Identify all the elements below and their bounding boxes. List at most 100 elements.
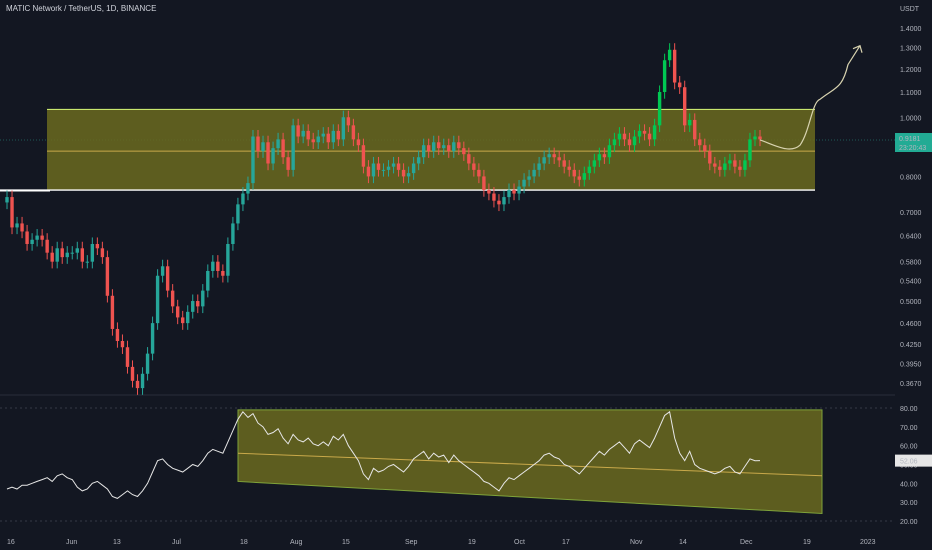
time-tick: 14 <box>679 539 687 546</box>
candle <box>693 119 697 140</box>
candle <box>75 248 79 253</box>
candle <box>457 142 461 149</box>
price-tick: 1.0000 <box>900 115 922 122</box>
time-tick: 17 <box>562 539 570 546</box>
candle <box>527 176 531 180</box>
time-tick: 19 <box>468 539 476 546</box>
candle <box>266 142 270 164</box>
candle <box>135 380 140 389</box>
candle <box>50 252 54 262</box>
candle <box>366 166 371 177</box>
candle <box>713 163 717 167</box>
candle <box>416 157 421 164</box>
candle <box>170 290 175 307</box>
candle <box>145 353 150 374</box>
candle <box>70 252 74 254</box>
candle <box>703 145 707 152</box>
candle <box>110 295 115 329</box>
candle <box>542 157 546 164</box>
price-tick: 0.4600 <box>900 321 922 328</box>
candle <box>20 223 24 232</box>
candle <box>55 248 59 262</box>
rsi-tick: 30.00 <box>900 500 918 507</box>
candle <box>442 145 446 149</box>
candle <box>748 139 752 161</box>
candle <box>271 148 275 164</box>
candle <box>587 166 592 174</box>
candle <box>507 190 511 198</box>
candle <box>547 154 551 158</box>
candle <box>196 301 200 307</box>
projection-curve <box>759 45 861 150</box>
candle <box>181 317 185 324</box>
candle <box>100 248 105 258</box>
candle <box>226 243 230 276</box>
candle <box>512 190 516 194</box>
candle <box>371 163 376 177</box>
time-tick: 16 <box>7 539 15 546</box>
candle <box>708 151 712 164</box>
candle <box>326 133 330 143</box>
time-tick: 18 <box>240 539 248 546</box>
time-tick: 15 <box>342 539 350 546</box>
candle <box>105 257 110 296</box>
candle <box>40 235 44 240</box>
candle <box>211 261 215 271</box>
time-tick: 19 <box>803 539 811 546</box>
time-tick: Jul <box>172 539 181 546</box>
candle <box>246 183 250 194</box>
candle <box>301 130 305 137</box>
candle <box>406 173 411 177</box>
candle <box>487 190 491 194</box>
candle <box>281 139 285 158</box>
candle <box>186 311 190 324</box>
candle <box>667 49 672 61</box>
candle <box>85 261 90 263</box>
candle <box>115 328 120 342</box>
candle <box>351 125 356 140</box>
candle <box>206 270 210 291</box>
candle <box>452 142 456 152</box>
price-tick: 0.8000 <box>900 174 922 181</box>
price-channel-fill <box>47 109 815 191</box>
candle <box>627 139 632 146</box>
price-tick: 1.3000 <box>900 46 922 53</box>
candle <box>376 163 381 170</box>
candle <box>35 235 39 240</box>
candle <box>637 130 642 137</box>
time-tick: Jun <box>66 539 77 546</box>
candle <box>381 169 386 171</box>
candle <box>306 130 310 140</box>
candle <box>221 270 225 276</box>
candle <box>45 239 49 253</box>
price-tick: 0.3670 <box>900 381 922 388</box>
candle <box>231 223 235 244</box>
candle <box>447 145 451 152</box>
candle <box>688 119 692 126</box>
price-tag <box>895 133 932 152</box>
rsi-line <box>6 410 761 499</box>
candle <box>120 341 125 348</box>
candle <box>356 139 361 146</box>
candle <box>316 136 320 143</box>
candle <box>562 160 566 167</box>
candle <box>321 133 325 137</box>
projection-arrowhead <box>852 44 863 53</box>
candle <box>261 142 265 152</box>
rsi-channel-fill <box>237 409 823 514</box>
price-tick: 0.5400 <box>900 279 922 286</box>
candle <box>396 163 401 170</box>
candle <box>331 130 335 143</box>
candle <box>160 266 165 276</box>
candle <box>65 252 69 258</box>
candle <box>256 136 260 152</box>
candle <box>150 323 155 354</box>
time-tick: Dec <box>740 539 753 546</box>
candle <box>401 169 406 177</box>
candle <box>698 139 702 146</box>
candle <box>155 275 160 324</box>
candle <box>532 169 536 177</box>
candle <box>336 130 341 140</box>
candle <box>346 117 351 126</box>
